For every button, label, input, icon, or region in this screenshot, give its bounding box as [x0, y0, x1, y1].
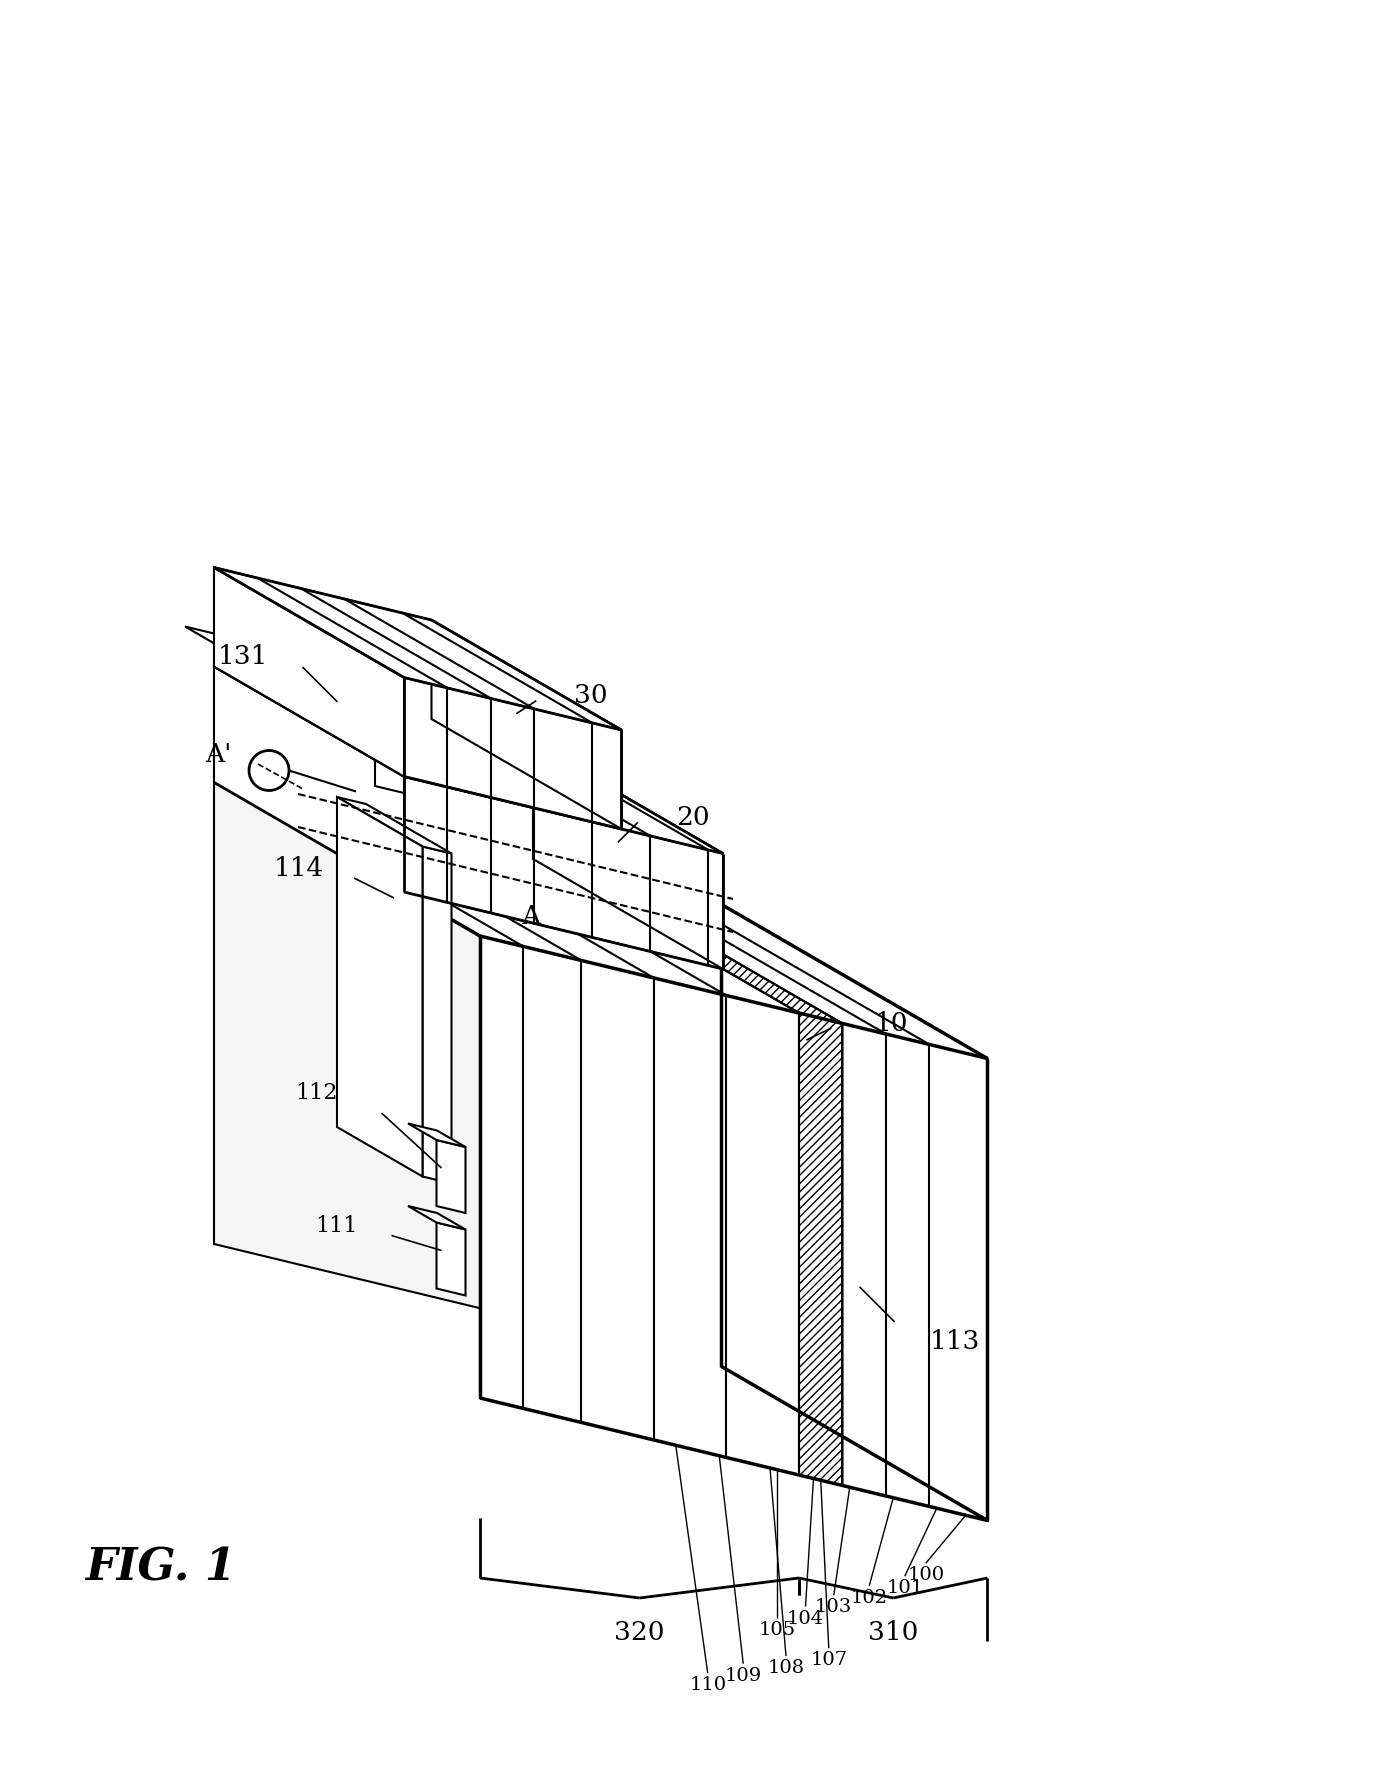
Polygon shape — [437, 1141, 466, 1212]
Text: FIG. 1: FIG. 1 — [84, 1547, 235, 1590]
Polygon shape — [408, 1123, 466, 1146]
Text: 101: 101 — [886, 1579, 923, 1597]
Polygon shape — [375, 737, 404, 794]
Polygon shape — [533, 858, 843, 1023]
Polygon shape — [408, 1205, 466, 1230]
Polygon shape — [214, 667, 723, 853]
Text: 105: 105 — [759, 1620, 796, 1640]
Text: 109: 109 — [724, 1666, 761, 1684]
Text: 110: 110 — [690, 1677, 727, 1695]
Text: 10: 10 — [875, 1010, 908, 1035]
Polygon shape — [337, 797, 423, 1177]
Polygon shape — [437, 1223, 466, 1296]
Text: A: A — [521, 903, 540, 928]
Polygon shape — [337, 797, 452, 853]
Polygon shape — [214, 781, 721, 1366]
Text: 113: 113 — [929, 1328, 980, 1354]
Text: 107: 107 — [810, 1652, 847, 1670]
Text: 111: 111 — [315, 1214, 358, 1237]
Polygon shape — [404, 678, 622, 830]
Polygon shape — [214, 781, 988, 1058]
Text: 108: 108 — [767, 1659, 804, 1677]
Polygon shape — [214, 667, 404, 892]
Polygon shape — [533, 744, 723, 969]
Text: 112: 112 — [296, 1082, 337, 1103]
Polygon shape — [214, 567, 404, 776]
Polygon shape — [480, 935, 988, 1520]
Text: 320: 320 — [614, 1620, 665, 1645]
Text: 30: 30 — [575, 683, 608, 708]
Polygon shape — [799, 1014, 843, 1486]
Text: 114: 114 — [274, 855, 325, 880]
Text: 102: 102 — [851, 1590, 887, 1607]
Polygon shape — [404, 776, 723, 969]
Text: 310: 310 — [868, 1620, 919, 1645]
Text: 131: 131 — [217, 644, 268, 669]
Polygon shape — [721, 905, 988, 1520]
Text: A': A' — [205, 742, 231, 767]
Text: 20: 20 — [676, 805, 709, 830]
Text: 104: 104 — [786, 1609, 824, 1627]
Polygon shape — [214, 567, 622, 730]
Polygon shape — [423, 846, 452, 1184]
Text: 103: 103 — [815, 1598, 853, 1616]
Text: 100: 100 — [907, 1566, 944, 1584]
Polygon shape — [431, 620, 622, 830]
Polygon shape — [185, 626, 404, 744]
